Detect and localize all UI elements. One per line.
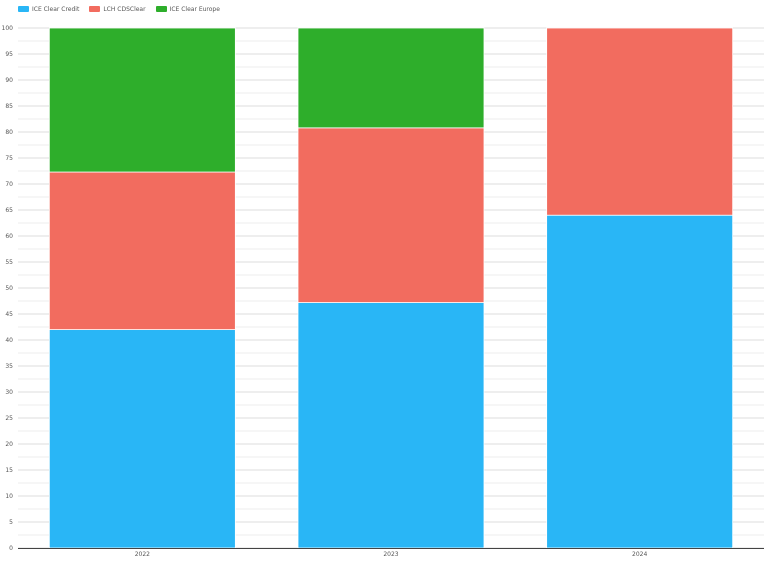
bar-segment-ice-clear-europe-2022 (48, 27, 236, 173)
legend-item-ice-clear-europe[interactable]: ICE Clear Europe (155, 5, 220, 13)
y-tick-label: 70 (5, 181, 13, 188)
y-tick-label: 25 (5, 415, 13, 422)
bar-segment-ice-clear-europe-2023 (297, 27, 485, 129)
y-tick-label: 10 (5, 493, 13, 500)
bar-segment-lch-cdsclear-2023 (297, 127, 485, 303)
chart-legend: ICE Clear Credit LCH CDSClear ICE Clear … (18, 4, 230, 14)
y-tick-label: 35 (5, 363, 13, 370)
x-axis: 2022 2023 2024 (18, 548, 764, 558)
y-tick-label: 85 (5, 103, 13, 110)
y-tick-label: 90 (5, 77, 13, 84)
y-tick-label: 75 (5, 155, 13, 162)
y-tick-label: 5 (9, 519, 13, 526)
x-tick-label: 2022 (135, 551, 150, 558)
y-axis: 0 5 10 15 20 25 30 35 40 45 50 55 60 65 70 75 80 85 90 95 10… (2, 25, 14, 552)
y-tick-label: 65 (5, 207, 13, 214)
legend-swatch (18, 6, 29, 12)
bar-segment-lch-cdsclear-2022 (48, 171, 236, 330)
bar-segment-ice-clear-credit-2024 (546, 214, 734, 549)
legend-label: LCH CDSClear (103, 5, 146, 13)
y-tick-label: 100 (2, 25, 14, 32)
bar-segment-ice-clear-credit-2022 (48, 329, 236, 549)
x-tick-label: 2024 (632, 551, 647, 558)
y-tick-label: 0 (9, 545, 13, 552)
legend-item-lch-cdsclear[interactable]: LCH CDSClear (89, 5, 146, 13)
legend-swatch (155, 6, 167, 12)
bars (48, 27, 734, 549)
y-tick-label: 80 (5, 129, 13, 136)
bar-segment-ice-clear-credit-2023 (297, 302, 485, 549)
x-tick-label: 2023 (383, 551, 398, 558)
y-tick-label: 60 (5, 233, 13, 240)
y-tick-label: 50 (5, 285, 13, 292)
y-tick-label: 30 (5, 389, 13, 396)
legend-label: ICE Clear Europe (169, 5, 220, 13)
y-tick-label: 95 (5, 51, 13, 58)
y-tick-label: 55 (5, 259, 13, 266)
y-tick-label: 40 (5, 337, 13, 344)
legend-item-ice-clear-credit[interactable]: ICE Clear Credit (18, 6, 79, 13)
y-tick-label: 15 (5, 467, 13, 474)
legend-swatch (89, 6, 101, 12)
y-tick-label: 45 (5, 311, 13, 318)
legend-label: ICE Clear Credit (32, 5, 80, 13)
bar-segment-lch-cdsclear-2024 (546, 27, 734, 216)
y-tick-label: 20 (5, 441, 13, 448)
